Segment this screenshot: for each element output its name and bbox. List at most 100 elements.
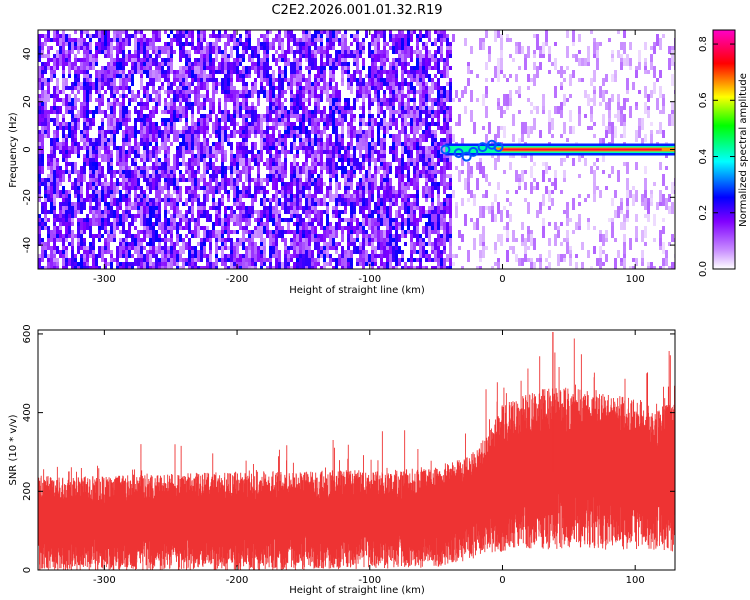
heatmap-cell bbox=[98, 106, 101, 114]
heatmap-cell bbox=[209, 62, 212, 66]
heatmap-cell bbox=[299, 78, 302, 82]
heatmap-cell bbox=[380, 194, 383, 198]
heatmap-cell bbox=[365, 234, 368, 238]
heatmap-cell bbox=[53, 254, 56, 258]
heatmap-cell bbox=[128, 242, 131, 246]
heatmap-cell bbox=[254, 230, 257, 238]
heatmap-cell bbox=[266, 230, 269, 238]
heatmap-cell bbox=[185, 74, 188, 82]
heatmap-cell bbox=[95, 222, 98, 226]
heatmap-cell bbox=[227, 126, 230, 130]
heatmap-cell bbox=[224, 178, 227, 182]
heatmap-cell bbox=[515, 190, 518, 194]
heatmap-cell bbox=[389, 198, 392, 202]
heatmap-cell bbox=[128, 118, 131, 122]
heatmap-cell bbox=[80, 82, 83, 86]
heatmap-cell bbox=[395, 202, 398, 206]
heatmap-cell bbox=[410, 146, 413, 150]
heatmap-cell bbox=[173, 174, 176, 178]
heatmap-cell bbox=[131, 158, 134, 166]
heatmap-cell bbox=[38, 194, 41, 202]
heatmap-cell bbox=[143, 254, 146, 262]
heatmap-cell bbox=[419, 210, 422, 222]
heatmap-cell bbox=[92, 214, 95, 226]
heatmap-cell bbox=[371, 66, 374, 78]
heatmap-cell bbox=[374, 226, 377, 230]
heatmap-cell bbox=[41, 266, 44, 269]
heatmap-cell bbox=[365, 206, 368, 210]
heatmap-cell bbox=[302, 166, 305, 174]
heatmap-cell bbox=[266, 90, 269, 98]
heatmap-cell bbox=[227, 166, 230, 170]
heatmap-cell bbox=[233, 90, 236, 102]
heatmap-cell bbox=[254, 142, 257, 150]
heatmap-cell bbox=[65, 210, 68, 222]
heatmap-cell bbox=[203, 158, 206, 170]
heatmap-cell bbox=[161, 82, 164, 86]
heatmap-cell bbox=[146, 90, 149, 102]
heatmap-cell bbox=[350, 86, 353, 94]
heatmap-cell bbox=[551, 198, 554, 206]
heatmap-cell bbox=[206, 98, 209, 102]
heatmap-cell bbox=[155, 146, 158, 150]
heatmap-cell bbox=[302, 262, 305, 269]
heatmap-cell bbox=[518, 42, 521, 54]
heatmap-cell bbox=[134, 226, 137, 230]
heatmap-cell bbox=[395, 50, 398, 54]
heatmap-cell bbox=[260, 34, 263, 38]
heatmap-cell bbox=[167, 62, 170, 66]
heatmap-cell bbox=[314, 194, 317, 198]
heatmap-cell bbox=[203, 38, 206, 42]
heatmap-cell bbox=[395, 150, 398, 162]
heatmap-cell bbox=[431, 194, 434, 198]
heatmap-cell bbox=[341, 246, 344, 254]
heatmap-cell bbox=[131, 266, 134, 269]
heatmap-cell bbox=[374, 30, 377, 38]
heatmap-cell bbox=[98, 146, 101, 158]
heatmap-cell bbox=[107, 190, 110, 198]
heatmap-cell bbox=[182, 262, 185, 269]
heatmap-cell bbox=[119, 114, 122, 122]
heatmap-cell bbox=[386, 242, 389, 246]
heatmap-cell bbox=[560, 110, 563, 118]
heatmap-cell bbox=[293, 102, 296, 106]
heatmap-cell bbox=[104, 262, 107, 266]
heatmap-cell bbox=[65, 126, 68, 130]
heatmap-cell bbox=[92, 154, 95, 158]
heatmap-cell bbox=[188, 126, 191, 134]
heatmap-cell bbox=[158, 158, 161, 162]
heatmap-cell bbox=[86, 146, 89, 150]
heatmap-cell bbox=[338, 222, 341, 230]
heatmap-cell bbox=[374, 46, 377, 58]
heatmap-cell bbox=[38, 106, 41, 110]
heatmap-cell bbox=[332, 226, 335, 238]
heatmap-cell bbox=[68, 86, 71, 90]
heatmap-cell bbox=[542, 218, 545, 226]
heatmap-cell bbox=[392, 134, 395, 142]
heatmap-cell bbox=[284, 258, 287, 269]
heatmap-cell bbox=[455, 206, 458, 218]
heatmap-cell bbox=[248, 218, 251, 226]
heatmap-cell bbox=[557, 70, 560, 74]
heatmap-cell bbox=[128, 186, 131, 190]
heatmap-cell bbox=[431, 206, 434, 210]
heatmap-cell bbox=[71, 42, 74, 54]
heatmap-cell bbox=[161, 134, 164, 142]
heatmap-cell bbox=[209, 242, 212, 250]
heatmap-cell bbox=[437, 170, 440, 174]
heatmap-cell bbox=[473, 198, 476, 206]
heatmap-cell bbox=[107, 46, 110, 58]
heatmap-cell bbox=[65, 198, 68, 206]
heatmap-cell bbox=[269, 142, 272, 146]
heatmap-cell bbox=[113, 46, 116, 50]
heatmap-cell bbox=[371, 42, 374, 46]
heatmap-cell bbox=[218, 98, 221, 102]
heatmap-cell bbox=[359, 94, 362, 98]
heatmap-cell bbox=[119, 62, 122, 70]
heatmap-cell bbox=[278, 154, 281, 158]
heatmap-cell bbox=[149, 42, 152, 46]
heatmap-cell bbox=[248, 110, 251, 114]
heatmap-cell bbox=[434, 254, 437, 262]
heatmap-cell bbox=[86, 250, 89, 262]
heatmap-cell bbox=[215, 214, 218, 226]
